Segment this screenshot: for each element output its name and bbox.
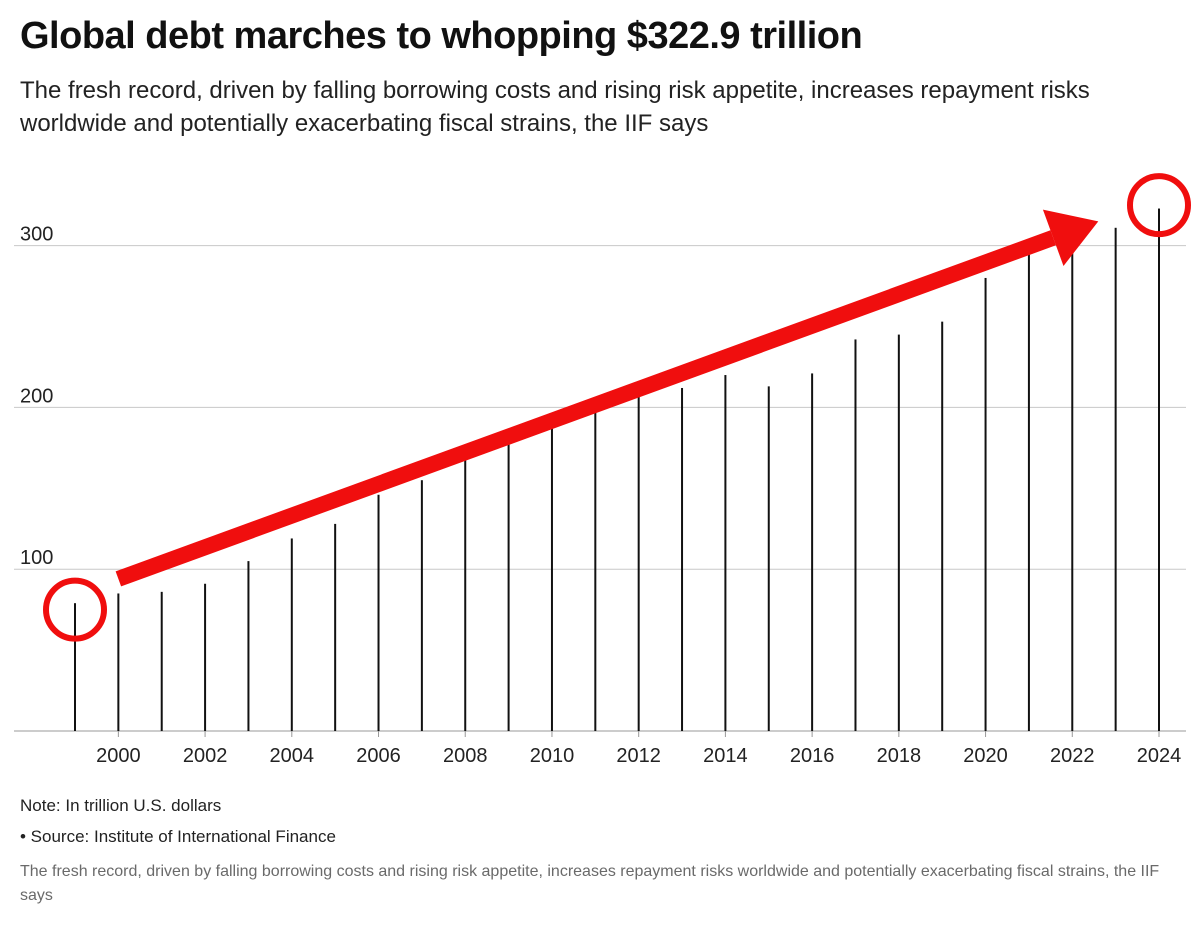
gridlines <box>14 245 1186 732</box>
bar-2004 <box>290 538 293 731</box>
bar-2024 <box>1158 208 1160 731</box>
bar-2021 <box>1027 247 1030 731</box>
x-tick-label: 2004 <box>270 745 315 767</box>
x-tick-label: 2020 <box>963 745 1008 767</box>
chart-source: • Source: Institute of International Fin… <box>20 827 336 846</box>
y-tick-label: 300 <box>20 224 53 246</box>
chart-note: Note: In trillion U.S. dollars <box>20 796 222 815</box>
bar-2018 <box>897 334 900 731</box>
x-tick-label: 2012 <box>616 745 661 767</box>
x-tick-label: 2016 <box>790 745 835 767</box>
bar-2002 <box>204 583 207 731</box>
bar-2008 <box>464 452 467 731</box>
bar-2019 <box>941 321 944 731</box>
annotations <box>43 173 1191 642</box>
bar-2001 <box>160 591 163 731</box>
bar-2003 <box>247 561 250 731</box>
bar-2007 <box>420 480 423 731</box>
end-highlight-circle <box>1127 173 1191 238</box>
x-tick-label: 2002 <box>183 745 228 767</box>
chart-subtitle: The fresh record, driven by falling borr… <box>20 77 1090 137</box>
x-tick-label: 2024 <box>1137 745 1182 767</box>
bar-2012 <box>637 391 640 731</box>
x-tick-label: 2008 <box>443 745 488 767</box>
y-axis-ticks: 100 200 300 <box>20 224 53 570</box>
bar-2020 <box>984 277 987 731</box>
y-tick-label: 200 <box>20 385 53 407</box>
bar-1999 <box>74 603 76 731</box>
bar-2013 <box>681 387 684 731</box>
x-tick-label: 2010 <box>530 745 575 767</box>
x-tick-label: 2000 <box>96 745 141 767</box>
x-axis-ticks: 2000 2002 2004 2006 2008 2010 2012 2014 2016 2018… <box>96 731 1181 767</box>
x-tick-label: 2006 <box>356 745 401 767</box>
x-tick-label: 2022 <box>1050 745 1095 767</box>
bar-2015 <box>767 386 770 731</box>
bar-2023 <box>1114 227 1117 731</box>
bar-2017 <box>854 339 857 731</box>
bars <box>74 208 1160 731</box>
x-tick-label: 2014 <box>703 745 748 767</box>
y-tick-label: 100 <box>20 547 53 569</box>
x-tick-label: 2018 <box>877 745 922 767</box>
bar-2014 <box>724 375 727 731</box>
chart-caption: The fresh record, driven by falling borr… <box>20 863 1160 904</box>
bar-2011 <box>594 404 597 731</box>
trend-arrow-head <box>1042 209 1099 266</box>
bar-2010 <box>550 421 553 731</box>
bar-2006 <box>377 494 380 731</box>
bar-2005 <box>334 523 337 731</box>
bar-2016 <box>811 373 814 731</box>
bar-2000 <box>117 593 120 731</box>
start-highlight-circle <box>43 577 107 642</box>
bar-2022 <box>1071 247 1074 731</box>
chart-title: Global debt marches to whopping $322.9 t… <box>20 15 863 57</box>
trend-arrow-shaft <box>115 230 1056 587</box>
bar-2009 <box>507 438 510 731</box>
